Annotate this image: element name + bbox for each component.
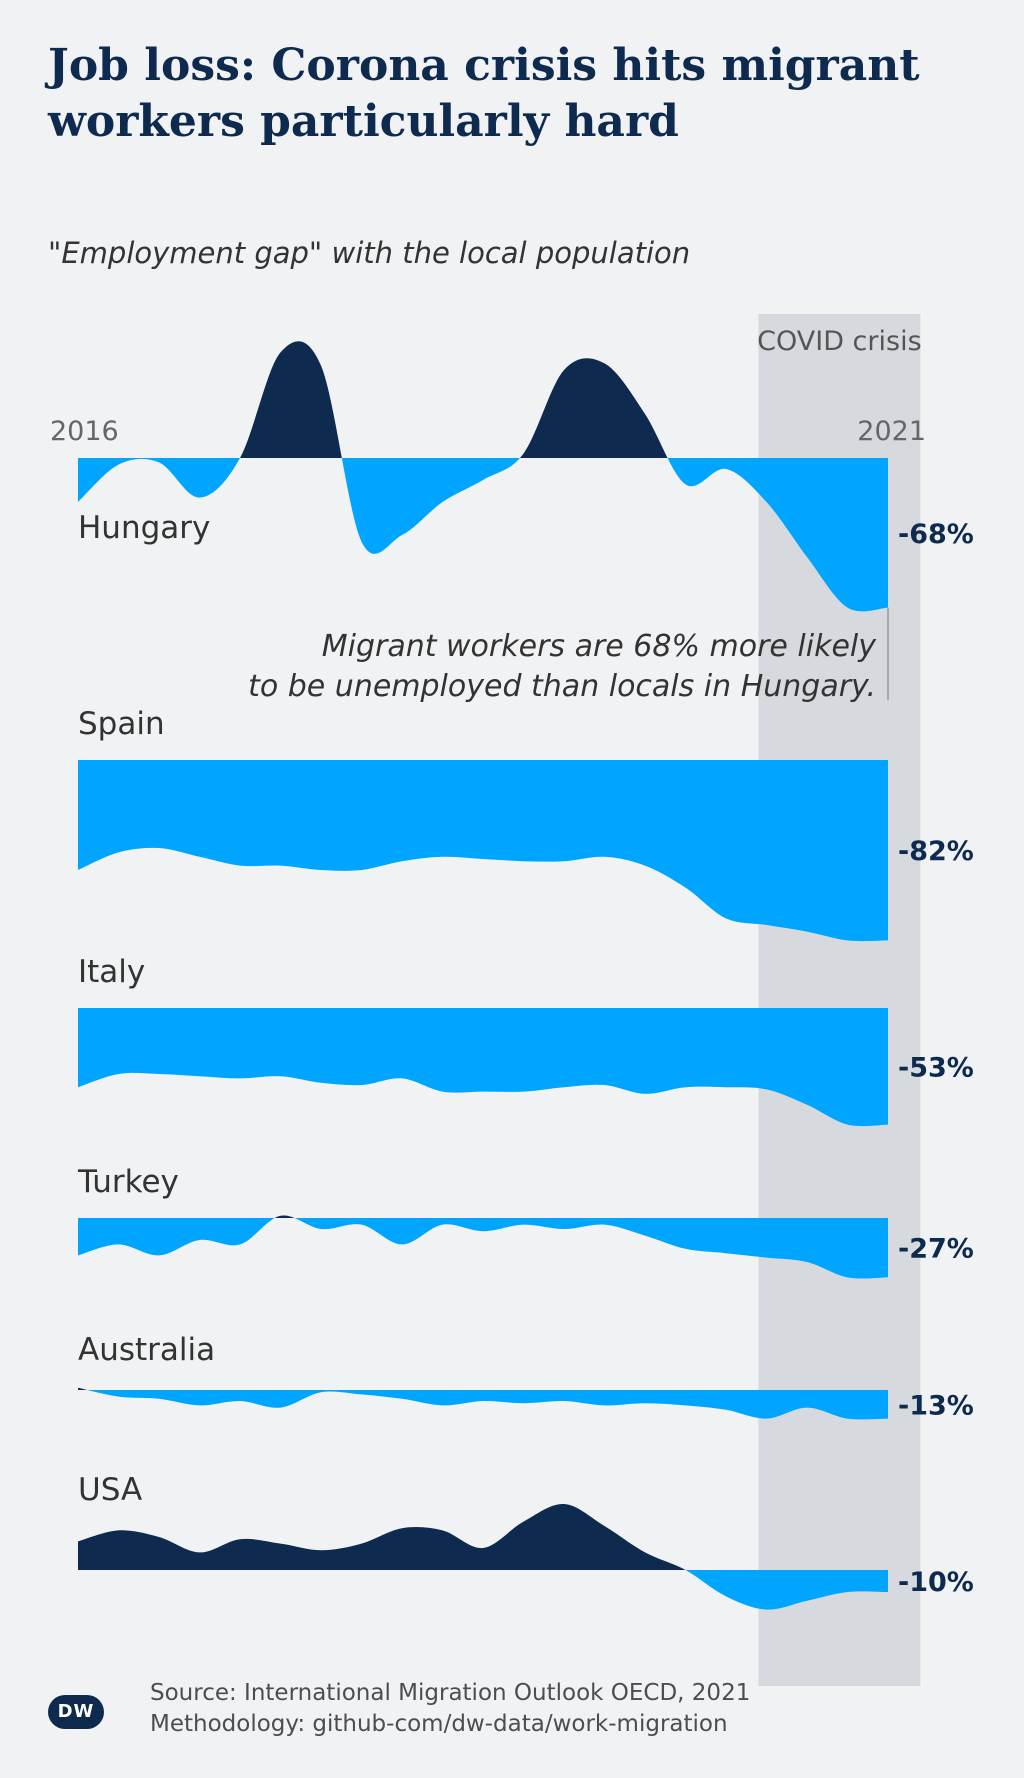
chart-title: Job loss: Corona crisis hits migrant wor… bbox=[48, 40, 920, 147]
series-usa-negative-area bbox=[78, 1570, 888, 1610]
series-spain-final-label: -82% bbox=[898, 836, 974, 867]
series-turkey-name: Turkey bbox=[77, 1164, 179, 1200]
series-hungary-positive-area bbox=[78, 341, 888, 458]
series-italy-negative-area bbox=[78, 1008, 888, 1127]
series-australia-negative-area bbox=[78, 1390, 888, 1420]
covid-band-label: COVID crisis bbox=[757, 326, 922, 357]
series-hungary-negative-area bbox=[78, 458, 888, 612]
source-text: Source: International Migration Outlook … bbox=[150, 1680, 751, 1706]
methodology-text: Methodology: github-com/dw-data/work-mig… bbox=[150, 1711, 728, 1737]
annotation-line-1: Migrant workers are 68% more likely bbox=[322, 629, 878, 664]
x-end-label: 2021 bbox=[857, 416, 926, 447]
footer: Source: International Migration Outlook … bbox=[150, 1678, 750, 1740]
series-hungary-final-label: -68% bbox=[898, 519, 974, 550]
series-hungary-name: Hungary bbox=[78, 510, 210, 546]
x-start-label: 2016 bbox=[50, 416, 119, 447]
series-australia-final-label: -13% bbox=[898, 1390, 974, 1421]
series-italy-name: Italy bbox=[78, 954, 145, 990]
series-turkey-final-label: -27% bbox=[898, 1234, 974, 1265]
series-turkey-positive-area bbox=[78, 1215, 888, 1218]
annotation-line-2: to be unemployed than locals in Hungary. bbox=[248, 669, 876, 704]
chart-subtitle: "Employment gap" with the local populati… bbox=[48, 236, 691, 270]
series-usa-name: USA bbox=[78, 1472, 142, 1508]
series-spain-name: Spain bbox=[78, 706, 165, 742]
series-usa-positive-area bbox=[78, 1503, 888, 1570]
series-spain-negative-area bbox=[78, 760, 888, 942]
series-italy-final-label: -53% bbox=[898, 1052, 974, 1083]
series-australia-name: Australia bbox=[78, 1332, 215, 1368]
series-turkey-negative-area bbox=[78, 1218, 888, 1279]
dw-logo: DW bbox=[48, 1695, 104, 1729]
series-usa-final-label: -10% bbox=[898, 1567, 974, 1598]
